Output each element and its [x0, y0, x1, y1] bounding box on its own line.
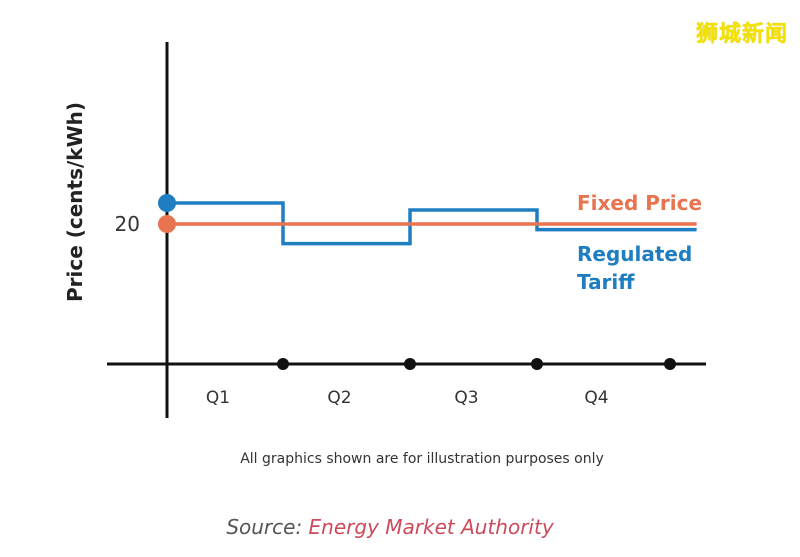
series-start-marker	[158, 215, 176, 233]
watermark-logo: 狮城新闻	[695, 22, 788, 47]
y-axis-label: Price (cents/kWh)	[63, 102, 87, 302]
source-caption: Source: Energy Market Authority	[0, 515, 780, 539]
series-labels: Fixed Price Regulated Tariff	[577, 191, 702, 294]
disclaimer-note: All graphics shown are for illustration …	[240, 451, 604, 467]
x-ticks: Q1 Q2 Q3 Q4	[206, 358, 676, 408]
x-tick-dot	[531, 358, 543, 370]
x-tick-dot	[404, 358, 416, 370]
x-tick-dot	[664, 358, 676, 370]
series-start-marker	[158, 194, 176, 212]
series-line-regulated-tariff	[167, 201, 697, 246]
series-label: Fixed Price	[577, 191, 702, 215]
source-prefix: Source:	[226, 515, 309, 539]
x-tick-label: Q4	[584, 388, 608, 408]
y-tick-label: 20	[115, 212, 140, 236]
x-tick-label: Q2	[327, 388, 351, 408]
x-tick-label: Q3	[454, 388, 478, 408]
series-label: Tariff	[577, 270, 635, 294]
series-layer	[158, 194, 697, 246]
series-label: Regulated	[577, 242, 692, 266]
x-tick-label: Q1	[206, 388, 230, 408]
y-ticks: 20	[115, 212, 140, 236]
source-name: Energy Market Authority	[308, 515, 554, 539]
x-tick-dot	[277, 358, 289, 370]
